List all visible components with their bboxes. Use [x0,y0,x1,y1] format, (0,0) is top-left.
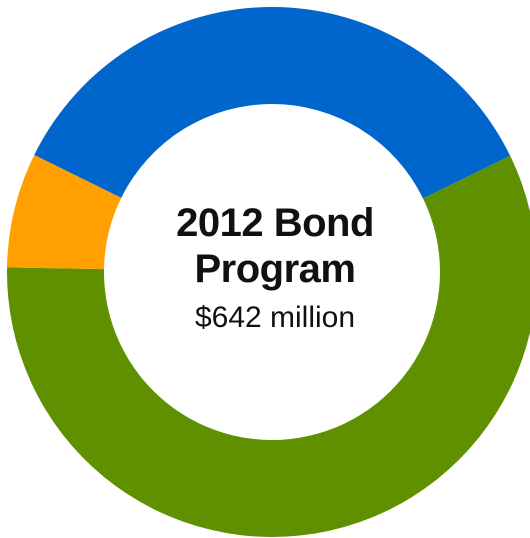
donut-slice-2 [34,7,511,199]
donut-slice-1 [7,155,530,537]
donut-slices [7,7,530,537]
donut-slice-3 [7,155,122,270]
center-label: 2012 Bond Program $642 million [115,200,435,338]
chart-subtitle: $642 million [194,301,356,334]
chart-title: 2012 Bond Program [176,201,374,291]
